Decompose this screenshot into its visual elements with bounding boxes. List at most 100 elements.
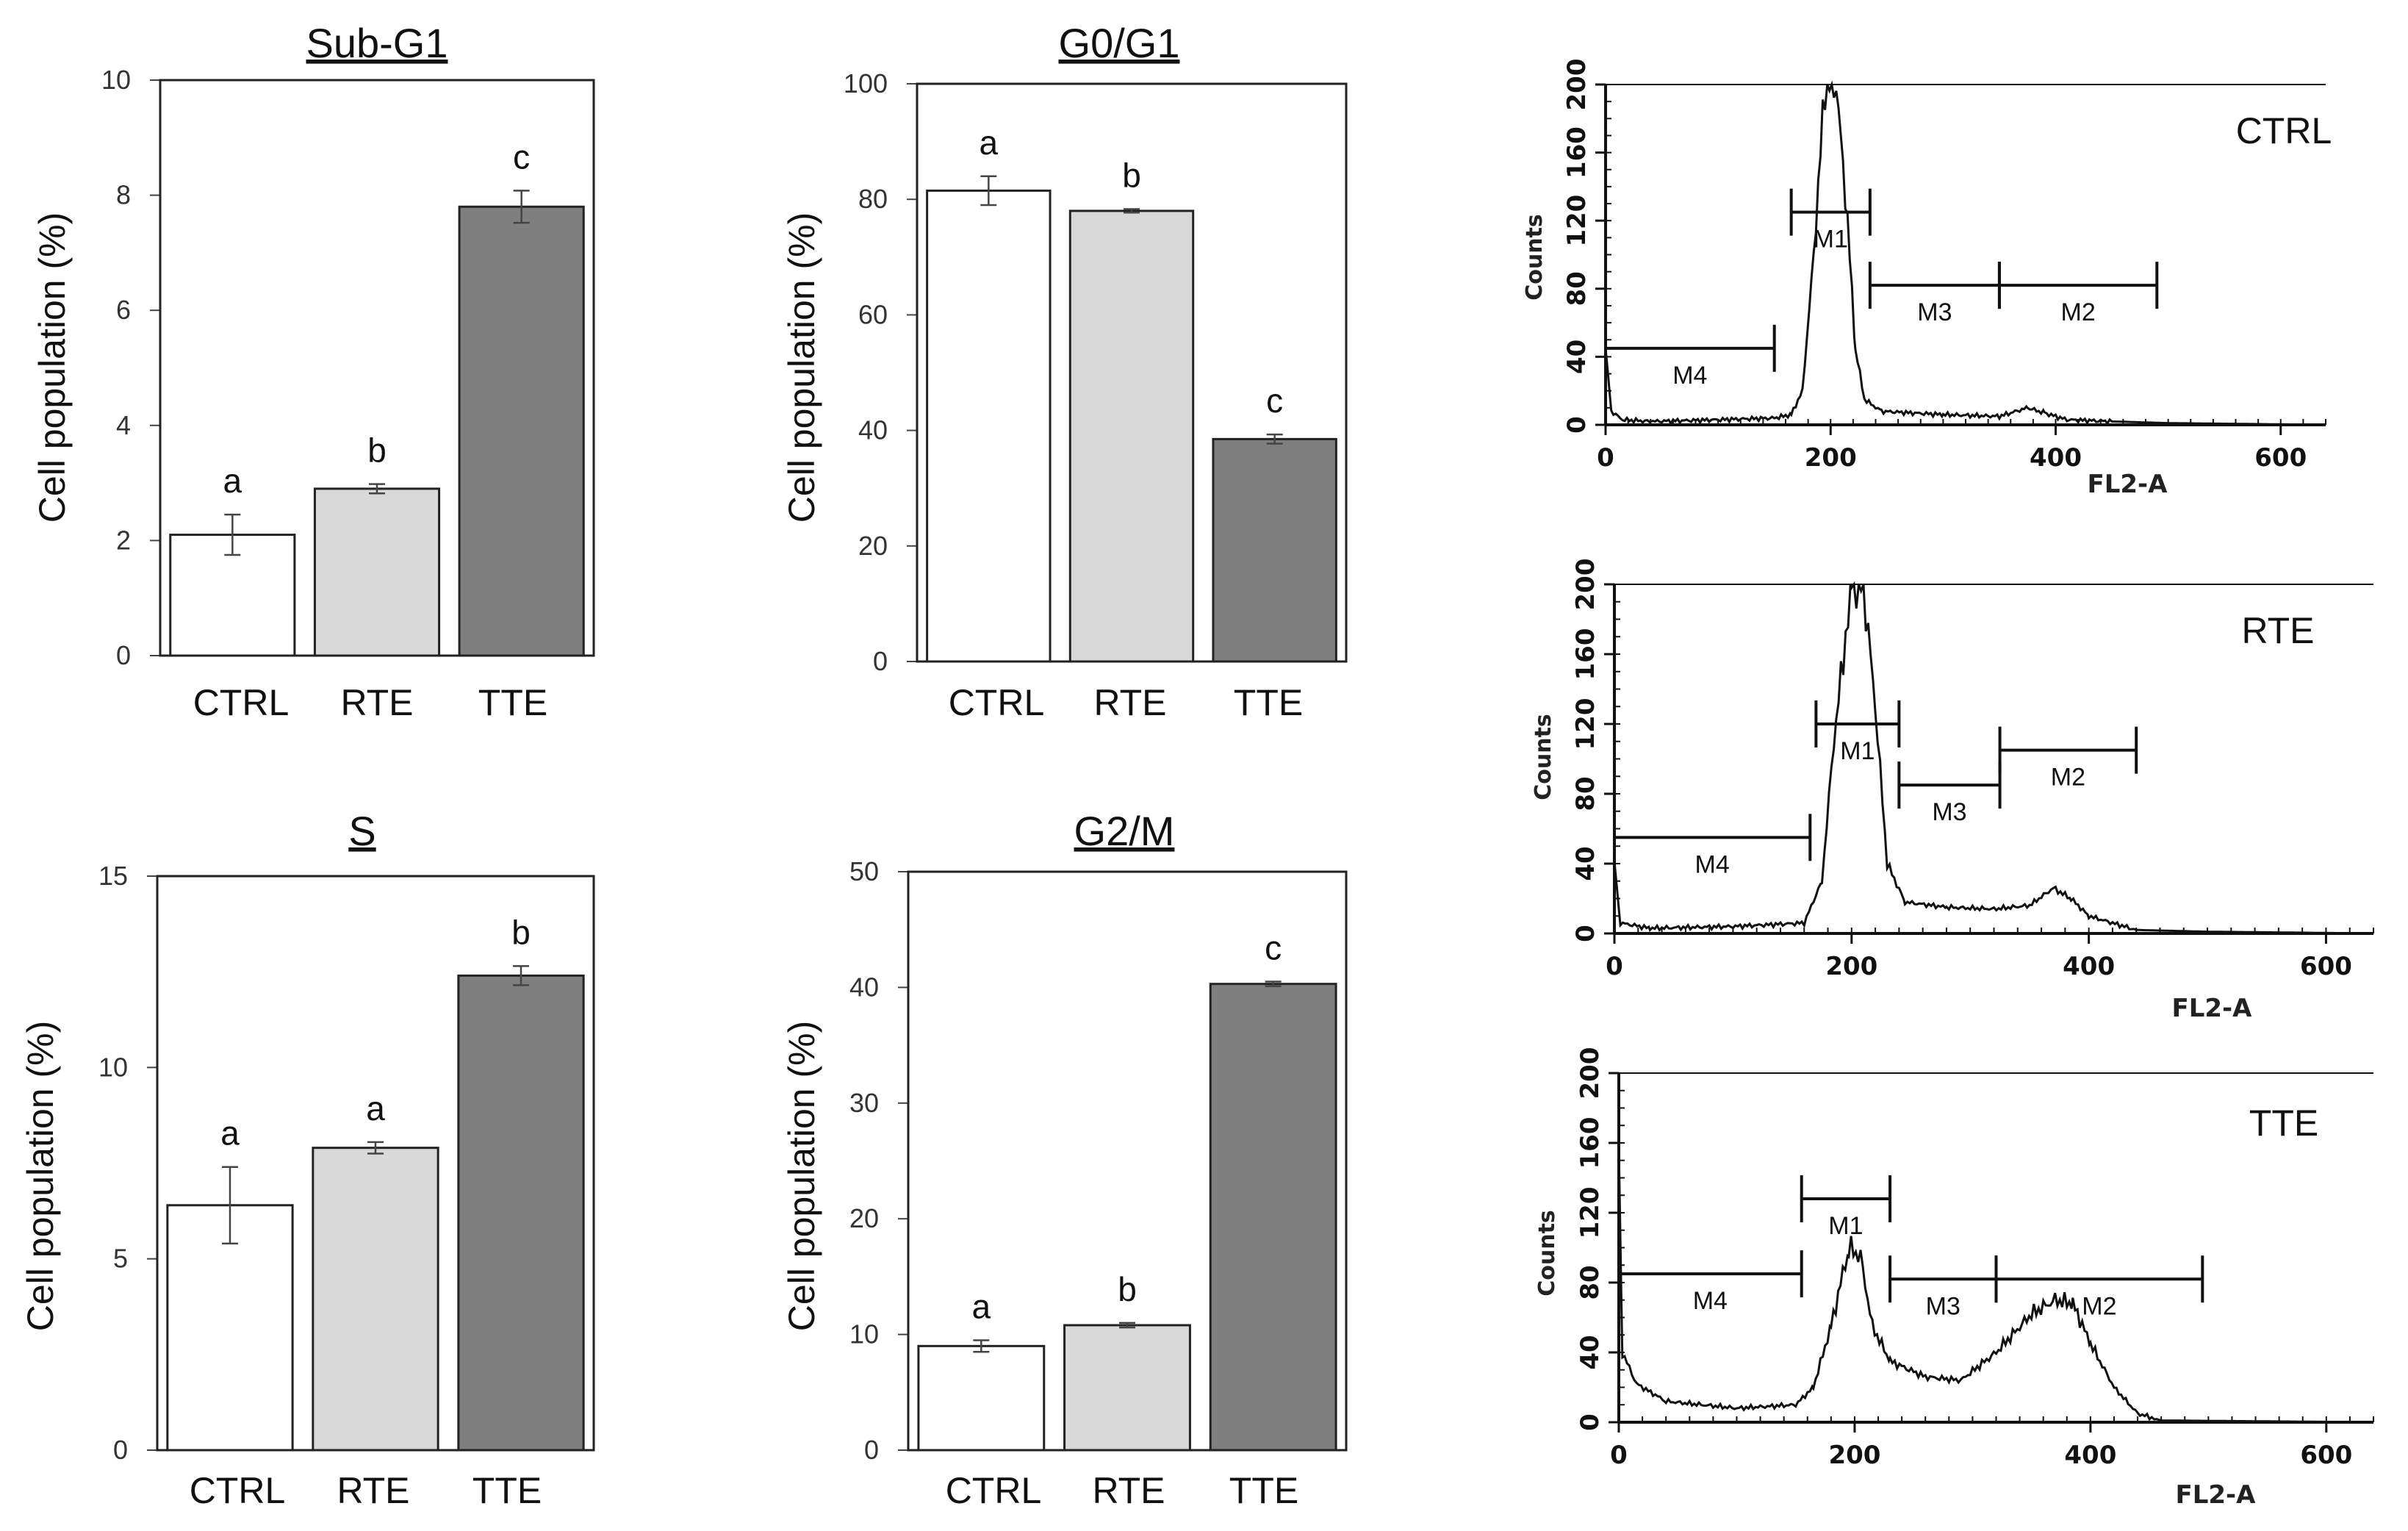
y-tick-label: 200 [1571,559,1600,611]
gate-label: M1 [1828,1212,1863,1240]
y-tick-label: 200 [1575,1047,1605,1100]
plot-frame [159,79,595,657]
significance-letter: c [1266,381,1283,420]
y-tick-label: 120 [1575,1187,1605,1239]
y-tick-label: 120 [1562,195,1592,247]
bar [458,205,585,657]
gate-label: M1 [1814,226,1848,254]
category-label: TTE [1234,682,1303,723]
y-axis-label: Cell population (%) [20,1021,61,1331]
y-tick-label: 40 [849,972,879,1002]
bar-chart-sub-g1: Sub-G1 Cell population (%) CTRL RTE TTE … [32,20,595,723]
y-tick-label: 6 [116,295,131,325]
y-tick-label: 20 [858,531,888,561]
category-label: CTRL [193,682,290,723]
y-axis-label: Cell population (%) [781,212,822,523]
y-tick-label: 20 [849,1203,879,1233]
chart-title: Sub-G1 [306,20,448,66]
bar-chart-s: S Cell population (%) CTRL RTE TTE 0 5 10 1… [20,808,595,1511]
gate-label: M2 [2061,298,2096,326]
gate-label: M4 [1693,1287,1728,1315]
y-tick-label: 80 [1571,776,1600,811]
gate-label: M3 [1917,298,1952,326]
x-tick-label: 200 [1805,443,1857,473]
chart-title: S [348,808,375,854]
significance-letter: b [367,431,387,470]
category-label: CTRL [190,1470,286,1511]
plot-frame [907,870,1348,1452]
y-tick-label: 80 [1575,1265,1605,1299]
category-label: RTE [337,1470,409,1511]
x-tick-label: 0 [1610,1441,1628,1470]
y-tick-label: 0 [864,1435,879,1465]
bar [313,487,441,657]
y-axis-label: Counts [1534,1210,1560,1297]
x-tick-label: 600 [2300,952,2352,981]
y-tick-label: 40 [858,415,888,445]
y-tick-label: 160 [1571,628,1600,681]
y-axis-label: Cell population (%) [781,1021,822,1331]
category-label: TTE [472,1470,542,1511]
bar [1212,437,1337,663]
significance-letter: a [220,1114,240,1152]
y-tick-label: 0 [1575,1413,1605,1431]
x-tick-label: 200 [1825,952,1877,981]
histogram-tte: TTE Counts FL2-A 0 40 80 120 160 200 0 200 400 60… [1534,1047,2374,1510]
y-tick-label: 8 [116,180,131,210]
x-axis-label: FL2-A [2172,994,2253,1023]
y-tick-label: 40 [1571,846,1600,881]
y-tick-label: 80 [1562,271,1592,306]
histogram-label: CTRL [2236,110,2332,151]
plot-frame [156,875,595,1452]
bar-chart-g2-m: G2/M Cell population (%) CTRL RTE TTE 0 1… [781,808,1348,1511]
y-tick-label: 0 [116,640,131,670]
x-tick-label: 400 [2064,1441,2116,1470]
plot-frame [916,82,1348,663]
y-tick-label: 30 [849,1088,879,1118]
bar [1068,209,1195,663]
x-axis-label: FL2-A [2088,470,2168,499]
category-label: CTRL [946,1470,1042,1511]
histogram-rte: RTE Counts FL2-A 0 40 80 120 160 200 0 200 400 60… [1531,559,2374,1023]
bar [1209,983,1337,1452]
gate-label: M4 [1695,850,1730,878]
histogram-trace [1604,80,2326,426]
significance-letter: b [1122,157,1141,195]
y-tick-label: 2 [116,525,131,555]
category-label: RTE [1093,682,1166,723]
y-tick-label: 10 [98,1052,128,1082]
significance-letter: b [1118,1270,1137,1308]
chart-title: G2/M [1074,808,1175,854]
y-tick-label: 200 [1562,59,1592,111]
y-tick-label: 5 [113,1244,128,1274]
y-tick-label: 0 [113,1435,128,1465]
y-tick-label: 40 [1562,340,1592,374]
histogram-label: RTE [2241,610,2314,651]
y-axis-label: Cell population (%) [32,212,73,523]
significance-letter: a [366,1089,385,1127]
y-axis-label: Counts [1531,714,1556,800]
y-tick-label: 120 [1571,698,1600,750]
y-tick-label: 10 [101,65,131,95]
x-tick-label: 0 [1606,952,1623,981]
bar [926,189,1052,663]
category-label: CTRL [949,682,1045,723]
gate-label: M1 [1840,737,1875,765]
bar [312,1147,439,1452]
significance-letter: a [223,462,242,500]
significance-letter: c [513,137,530,176]
y-tick-label: 50 [849,856,879,886]
x-tick-label: 0 [1597,443,1614,473]
gate-label: M4 [1672,362,1707,390]
gate-label: M2 [2082,1292,2116,1320]
y-tick-label: 15 [98,861,128,891]
y-axis-label: Counts [1522,214,1548,301]
bar [457,974,585,1452]
histogram-label: TTE [2249,1102,2318,1144]
y-tick-label: 0 [1571,925,1600,942]
significance-letter: b [511,913,531,951]
y-tick-label: 80 [858,184,888,214]
y-tick-label: 100 [844,68,888,98]
category-label: TTE [1229,1470,1298,1511]
